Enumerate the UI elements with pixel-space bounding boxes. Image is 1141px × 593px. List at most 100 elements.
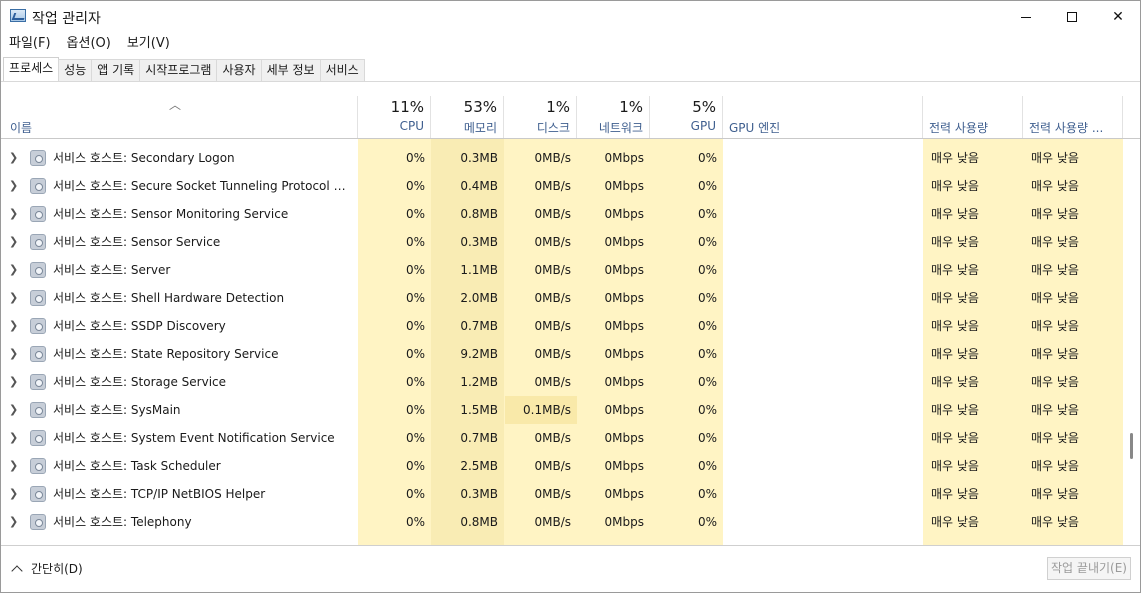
header-gpu[interactable]: 5% GPU [650, 96, 723, 138]
network-value: 0Mbps [604, 151, 644, 165]
expand-chevron-icon[interactable]: ❯ [9, 403, 19, 416]
table-row[interactable]: ❯ 서비스 호스트: State Repository Service 0% 9.2M… [1, 340, 1140, 368]
table-row[interactable]: ❯ 서비스 호스트: TCP/IP NetBIOS Helper 0% 0.3MB 0M… [1, 480, 1140, 508]
disk-value: 0.1MB/s [523, 403, 571, 417]
table-row[interactable]: ❯ 서비스 호스트: Sensor Service 0% 0.3MB 0MB/s 0Mbp… [1, 228, 1140, 256]
power-trend-value: 매우 낮음 [1031, 431, 1079, 445]
header-cpu[interactable]: 11% CPU [358, 96, 431, 138]
expand-chevron-icon[interactable]: ❯ [9, 431, 19, 444]
maximize-button[interactable] [1049, 1, 1095, 33]
close-button[interactable]: ✕ [1095, 1, 1141, 33]
task-manager-app-icon [10, 9, 26, 22]
header-name[interactable]: ︿ 이름 [1, 96, 358, 138]
expand-chevron-icon[interactable]: ❯ [9, 207, 19, 220]
power-trend-value: 매우 낮음 [1031, 459, 1079, 473]
table-row[interactable]: ❯ 서비스 호스트: SSDP Discovery 0% 0.7MB 0MB/s 0Mbp… [1, 312, 1140, 340]
end-task-button[interactable]: 작업 끝내기(E) [1047, 557, 1131, 580]
power-usage-value: 매우 낮음 [931, 207, 979, 221]
header-power-trend-label: 전력 사용량 ... [1029, 121, 1104, 135]
process-name: 서비스 호스트: Telephony [53, 515, 192, 529]
minimize-button[interactable] [1003, 1, 1049, 33]
tab-startup[interactable]: 시작프로그램 [139, 59, 218, 81]
expand-chevron-icon[interactable]: ❯ [9, 319, 19, 332]
table-row[interactable]: ❯ 서비스 호스트: SysMain 0% 1.5MB 0.1MB/s 0Mbps 0% 매우… [1, 396, 1140, 424]
menu-options[interactable]: 옵션(O) [66, 36, 111, 51]
expand-chevron-icon[interactable]: ❯ [9, 263, 19, 276]
network-value: 0Mbps [604, 207, 644, 221]
expand-chevron-icon[interactable]: ❯ [9, 235, 19, 248]
header-network-label: 네트워크 [598, 121, 643, 135]
tab-details[interactable]: 세부 정보 [260, 59, 321, 81]
fewer-details-button[interactable]: 간단히(D) [11, 560, 83, 577]
disk-value: 0MB/s [534, 459, 571, 473]
table-row[interactable]: ❯ 서비스 호스트: Secure Socket Tunneling Protoc… [1, 172, 1140, 200]
tab-divider [1, 81, 1140, 82]
network-value: 0Mbps [604, 515, 644, 529]
process-table: ︿ 이름 11% CPU 53% 메모리 1% 디스크 1% 네트워크 5% G… [1, 96, 1140, 545]
menu-file[interactable]: 파일(F) [9, 36, 51, 51]
power-trend-value: 매우 낮음 [1031, 347, 1079, 361]
table-row[interactable]: ❯ 서비스 호스트: Server 0% 1.1MB 0MB/s 0Mbps 0% 매우 낮음… [1, 256, 1140, 284]
expand-chevron-icon[interactable]: ❯ [9, 487, 19, 500]
network-value: 0Mbps [604, 235, 644, 249]
disk-value: 0MB/s [534, 515, 571, 529]
expand-chevron-icon[interactable]: ❯ [9, 291, 19, 304]
network-column-bg [577, 96, 650, 545]
header-name-label: 이름 [10, 121, 33, 135]
header-disk-label: 디스크 [536, 121, 570, 135]
process-name: 서비스 호스트: State Repository Service [53, 347, 279, 361]
table-row[interactable]: ❯ 서비스 호스트: System Event Notification Serv… [1, 424, 1140, 452]
title-bar[interactable]: 작업 관리자 ✕ [1, 1, 1140, 33]
table-row[interactable]: ❯ 서비스 호스트: Storage Service 0% 1.2MB 0MB/s 0Mb… [1, 368, 1140, 396]
expand-chevron-icon[interactable]: ❯ [9, 151, 19, 164]
header-network[interactable]: 1% 네트워크 [577, 96, 650, 138]
disk-value: 0MB/s [534, 263, 571, 277]
fewer-details-label: 간단히(D) [31, 562, 83, 576]
expand-chevron-icon[interactable]: ❯ [9, 459, 19, 472]
tab-performance[interactable]: 성능 [58, 59, 93, 81]
tab-processes[interactable]: 프로세스 [3, 57, 60, 81]
tab-services[interactable]: 서비스 [319, 59, 365, 81]
cpu-value: 0% [405, 235, 425, 249]
tab-users[interactable]: 사용자 [216, 59, 262, 81]
disk-value: 0MB/s [534, 235, 571, 249]
tab-app-history[interactable]: 앱 기록 [91, 59, 141, 81]
gpu-value: 0% [697, 179, 717, 193]
table-row[interactable]: ❯ 서비스 호스트: Shell Hardware Detection 0% 2.0M… [1, 284, 1140, 312]
header-memory[interactable]: 53% 메모리 [431, 96, 504, 138]
power-column-bg [923, 96, 1023, 545]
menu-view[interactable]: 보기(V) [126, 36, 170, 51]
power-trend-value: 매우 낮음 [1031, 263, 1079, 277]
cpu-value: 0% [405, 347, 425, 361]
gpu-value: 0% [697, 487, 717, 501]
network-value: 0Mbps [604, 459, 644, 473]
header-gpu-engine[interactable]: GPU 엔진 [723, 96, 923, 138]
sort-ascending-icon: ︿ [169, 98, 182, 112]
table-row[interactable]: ❯ 서비스 호스트: Task Scheduler 0% 2.5MB 0MB/s 0Mbp… [1, 452, 1140, 480]
header-power-trend[interactable]: 전력 사용량 ... [1023, 96, 1123, 138]
expand-chevron-icon[interactable]: ❯ [9, 515, 19, 528]
expand-chevron-icon[interactable]: ❯ [9, 375, 19, 388]
service-gear-icon [30, 486, 46, 502]
cpu-value: 0% [405, 431, 425, 445]
memory-value: 0.3MB [460, 235, 498, 249]
expand-chevron-icon[interactable]: ❯ [9, 347, 19, 360]
table-row[interactable]: ❯ 서비스 호스트: Sensor Monitoring Service 0% 0.8… [1, 200, 1140, 228]
service-gear-icon [30, 178, 46, 194]
disk-activity-highlight [505, 396, 577, 424]
vertical-scrollbar-thumb[interactable] [1130, 433, 1133, 459]
table-row[interactable]: ❯ 서비스 호스트: Secondary Logon 0% 0.3MB 0MB/s 0Mb… [1, 144, 1140, 172]
power-trend-value: 매우 낮음 [1031, 235, 1079, 249]
power-trend-value: 매우 낮음 [1031, 151, 1079, 165]
expand-chevron-icon[interactable]: ❯ [9, 179, 19, 192]
cpu-value: 0% [405, 375, 425, 389]
header-power[interactable]: 전력 사용량 [923, 96, 1023, 138]
header-cpu-label: CPU [399, 119, 424, 133]
table-row[interactable]: ❯ 서비스 호스트: Telephony 0% 0.8MB 0MB/s 0Mbps 0% 매우… [1, 508, 1140, 536]
network-value: 0Mbps [604, 431, 644, 445]
header-memory-label: 메모리 [463, 121, 497, 135]
header-disk[interactable]: 1% 디스크 [504, 96, 577, 138]
cpu-value: 0% [405, 515, 425, 529]
service-gear-icon [30, 374, 46, 390]
process-name: 서비스 호스트: System Event Notification Servi… [53, 431, 335, 445]
